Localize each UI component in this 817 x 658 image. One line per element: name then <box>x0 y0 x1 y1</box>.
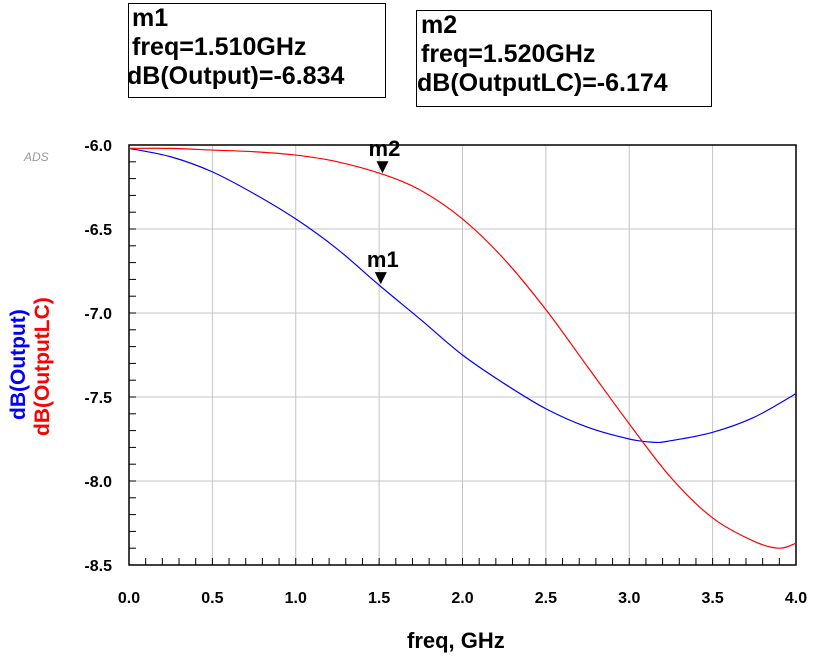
series-line-outputlc <box>128 147 797 549</box>
series-line-output <box>128 147 797 444</box>
marker-readout-m2: m2 freq=1.520GHz dB(OutputLC)=-6.174 <box>416 10 712 107</box>
y-tick-label: -8.0 <box>84 474 112 491</box>
marker-label-m2: m2 <box>369 136 401 161</box>
marker-readout-m1-freq: freq=1.510GHz <box>132 33 307 61</box>
marker-readout-m2-name: m2 <box>421 11 458 39</box>
x-tick-label: 1.0 <box>285 590 307 607</box>
x-tick-label: 4.0 <box>785 590 807 607</box>
x-tick-label: 3.0 <box>618 590 640 607</box>
marker-triangle-m2 <box>376 161 389 174</box>
x-tick-label: 1.5 <box>368 590 390 607</box>
y-tick-label: -6.0 <box>84 138 112 155</box>
y-tick-label: -6.5 <box>84 222 112 239</box>
x-tick-label: 3.5 <box>702 590 724 607</box>
x-tick-label: 0.5 <box>201 590 223 607</box>
x-axis-label: freq, GHz <box>407 628 505 653</box>
x-tick-label: 2.5 <box>535 590 557 607</box>
ads-watermark: ADS <box>24 150 49 164</box>
y-tick-label: -7.0 <box>84 306 112 323</box>
marker-readout-m2-freq: freq=1.520GHz <box>421 40 596 68</box>
marker-triangle-m1 <box>374 272 387 285</box>
y-tick-label: -7.5 <box>84 390 112 407</box>
marker-label-m1: m1 <box>367 247 399 272</box>
marker-readout-m2-value: dB(OutputLC)=-6.174 <box>417 69 668 97</box>
plot-frame <box>128 144 797 566</box>
marker-readout-m1-name: m1 <box>132 4 169 32</box>
marker-readout-m1: m1 freq=1.510GHz dB(Output)=-6.834 <box>127 3 386 98</box>
marker-readout-m1-value: dB(Output)=-6.834 <box>127 62 345 90</box>
x-tick-label: 2.0 <box>451 590 473 607</box>
x-tick-label: 0.0 <box>118 590 140 607</box>
y-tick-label: -8.5 <box>84 558 112 575</box>
